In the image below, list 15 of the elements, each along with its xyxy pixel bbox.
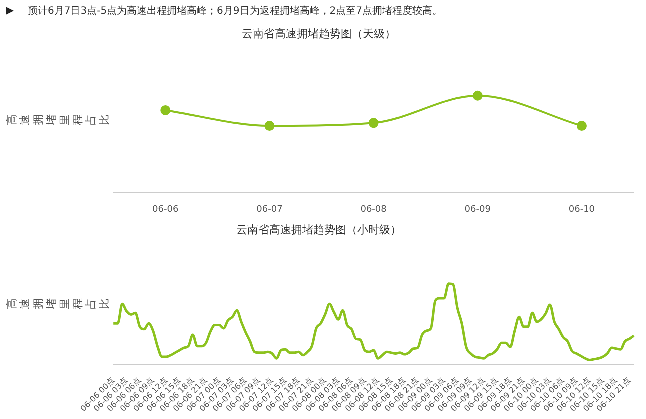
- point: [264, 121, 275, 132]
- y-axis-title: 高速拥堵里程占比: [5, 298, 111, 311]
- point: [472, 90, 483, 101]
- point: [576, 121, 587, 132]
- point: [160, 105, 171, 116]
- text: 预计6月7日3点-5点为高速出程拥堵高峰；6月9日为返程拥堵高峰，2点至7点拥堵程度较高。: [28, 6, 443, 17]
- chart-title: 云南省高速拥堵趋势图（天级）: [242, 27, 396, 40]
- y-axis-title: 高速拥堵里程占比: [5, 114, 111, 127]
- point: [368, 118, 379, 128]
- chart-title: 云南省高速拥堵趋势图（小时级）: [236, 223, 402, 236]
- x-tick-label: 06-09: [464, 204, 492, 215]
- x-tick-label: 06-08: [360, 204, 388, 215]
- x-tick-label: 06-07: [256, 204, 283, 215]
- x-tick-label: 06-06: [152, 204, 179, 215]
- x-tick-label: 06-10: [568, 204, 596, 215]
